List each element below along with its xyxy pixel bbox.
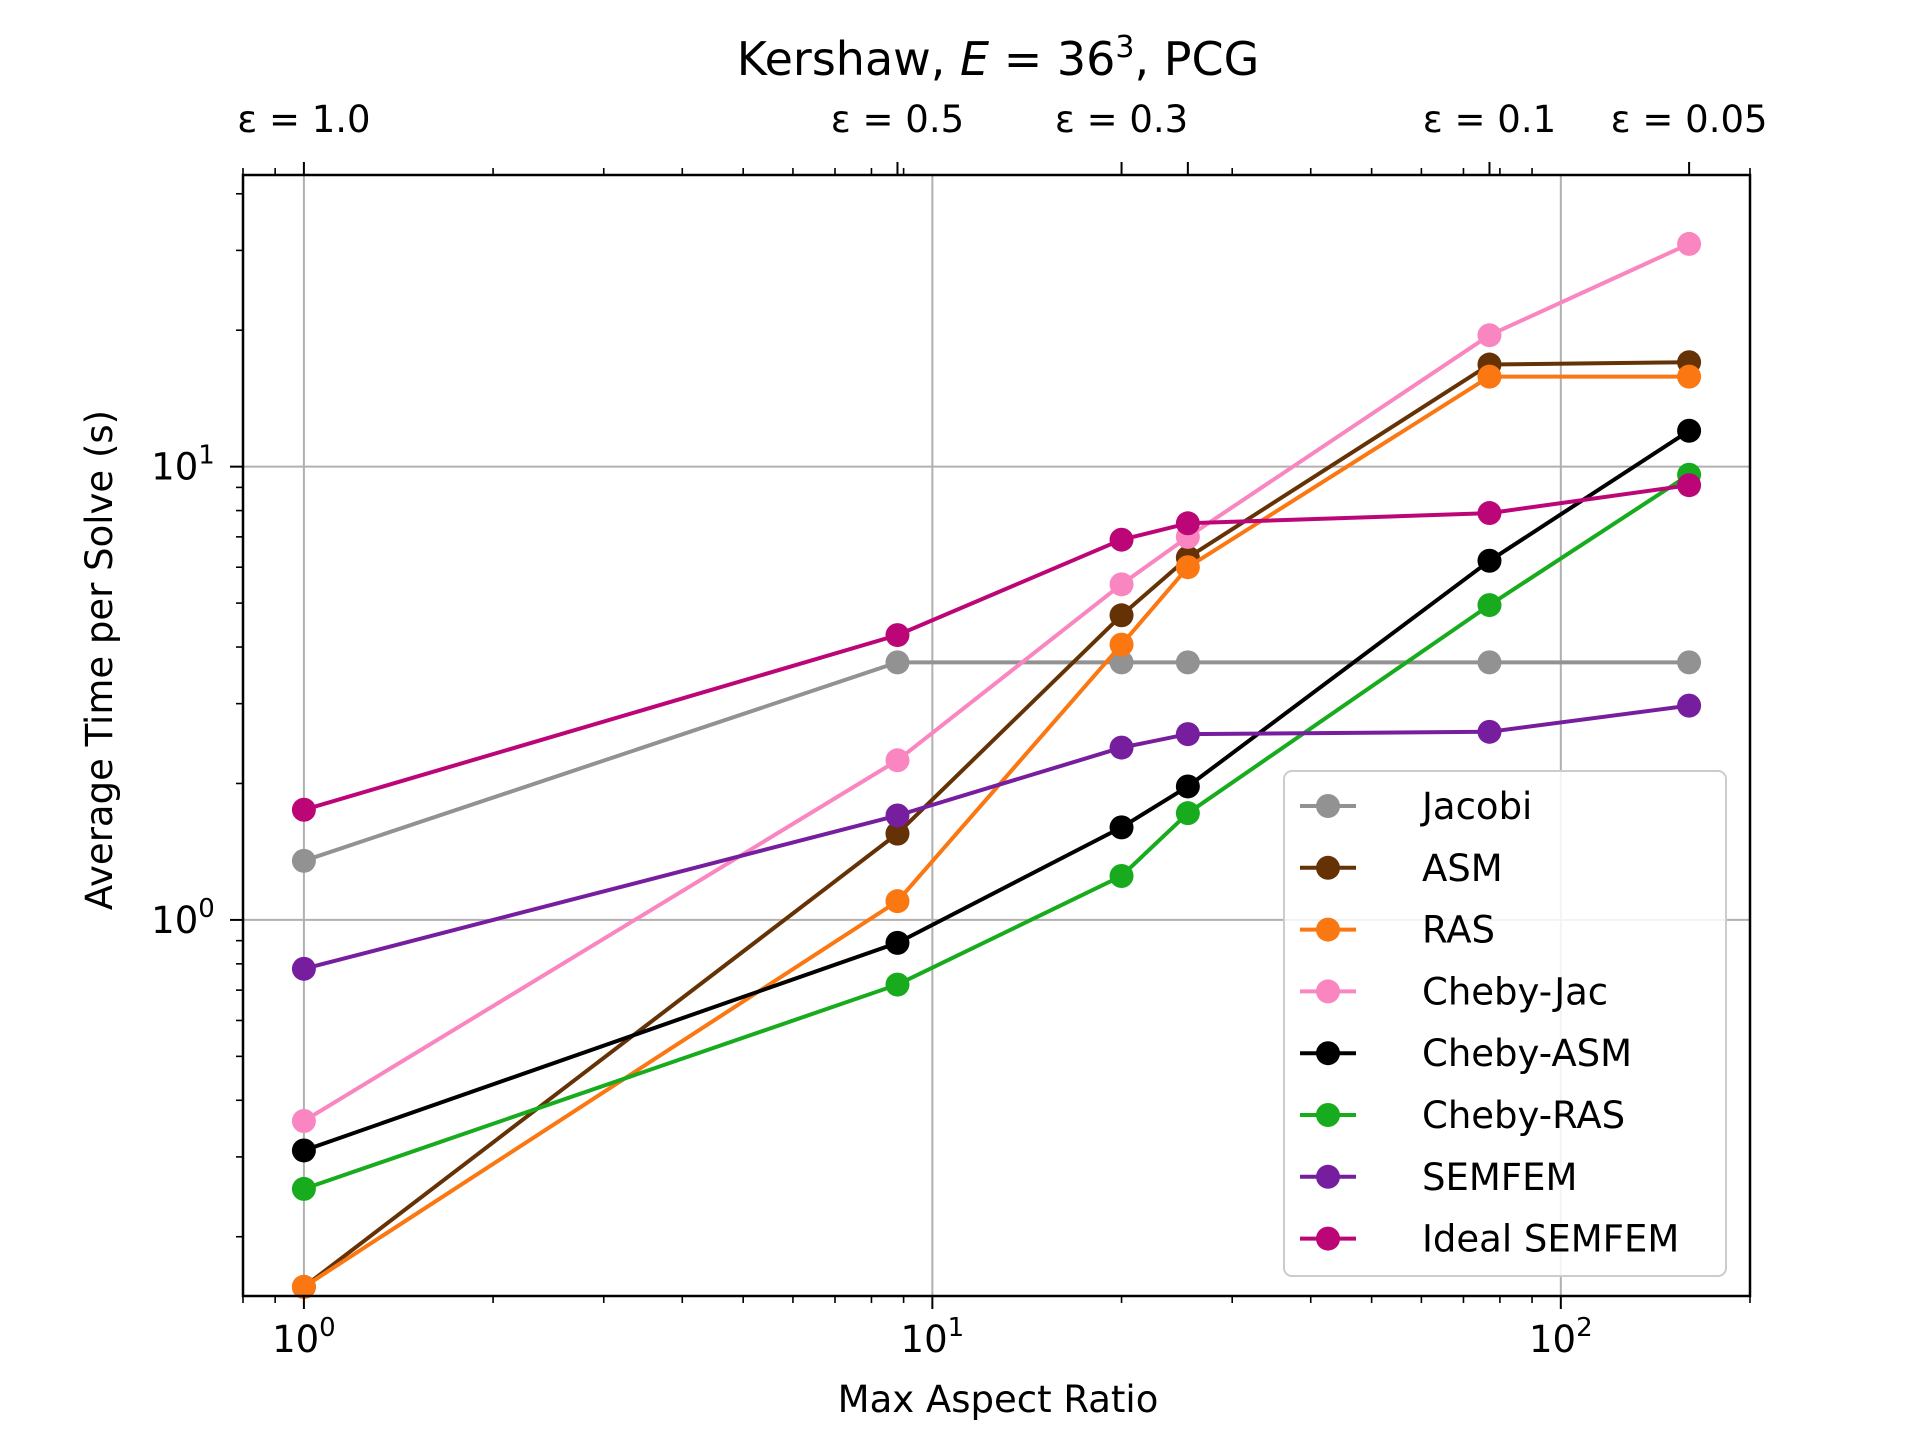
axis-ticks: 100 101 102 100 101 ε = 1.0 ε = 0.5 ε = 0.3 ε = … bbox=[151, 98, 1767, 1361]
legend-label: Cheby-RAS bbox=[1422, 1094, 1625, 1137]
series-line bbox=[303, 429, 1691, 1153]
series-line bbox=[303, 473, 1691, 1191]
legend-item: SEMFEM bbox=[1300, 1156, 1577, 1199]
legend-label: SEMFEM bbox=[1422, 1156, 1577, 1199]
x-tick-label: 102 bbox=[1529, 1313, 1593, 1361]
legend-swatch-marker bbox=[1316, 979, 1340, 1004]
x-tick-label: 101 bbox=[901, 1313, 965, 1361]
data-point bbox=[1477, 650, 1502, 675]
data-point bbox=[1677, 231, 1702, 256]
legend-label: RAS bbox=[1422, 909, 1495, 952]
series-line bbox=[302, 242, 1690, 1123]
legend-label: ASM bbox=[1422, 847, 1503, 890]
data-point bbox=[1175, 555, 1200, 580]
legend: Jacobi ASM RAS Cheby-Jac Cheby-ASM Cheby-RAS S… bbox=[1283, 770, 1727, 1277]
legend-item: Ideal SEMFEM bbox=[1300, 1218, 1679, 1261]
data-point bbox=[1175, 722, 1200, 747]
data-point bbox=[1477, 719, 1502, 744]
data-point bbox=[885, 930, 910, 955]
x-axis-label: Max Aspect Ratio bbox=[838, 1378, 1159, 1421]
legend-label: Cheby-Jac bbox=[1422, 970, 1608, 1013]
top-tick-label: ε = 0.3 bbox=[1055, 98, 1188, 141]
data-point bbox=[1109, 603, 1134, 628]
data-point bbox=[1109, 632, 1134, 657]
series-cheby-asm bbox=[291, 418, 1702, 1163]
series-cheby-ras bbox=[291, 462, 1702, 1201]
data-point bbox=[1477, 323, 1502, 348]
data-point bbox=[885, 748, 910, 773]
data-point bbox=[291, 956, 316, 981]
data-point bbox=[1175, 650, 1200, 675]
series-ras bbox=[291, 364, 1702, 1299]
legend-label: Ideal SEMFEM bbox=[1422, 1218, 1679, 1261]
data-point bbox=[291, 1274, 316, 1299]
series-layer bbox=[291, 231, 1702, 1299]
data-point bbox=[1677, 693, 1702, 718]
legend-swatch-marker bbox=[1316, 1041, 1340, 1066]
legend-item: Cheby-RAS bbox=[1300, 1094, 1625, 1137]
data-point bbox=[1175, 774, 1200, 799]
data-point bbox=[1109, 735, 1134, 760]
series-semfem bbox=[291, 693, 1702, 981]
data-point bbox=[1109, 527, 1134, 552]
data-point bbox=[1677, 650, 1702, 675]
data-point bbox=[1175, 511, 1200, 536]
data-point bbox=[1109, 815, 1134, 840]
data-point bbox=[885, 889, 910, 914]
plot-frame bbox=[241, 173, 1752, 1298]
data-point bbox=[1477, 548, 1502, 573]
legend-swatch-marker bbox=[1316, 794, 1340, 818]
series-line bbox=[302, 360, 1690, 1289]
data-point bbox=[1109, 650, 1134, 675]
data-point bbox=[1477, 593, 1502, 618]
top-tick-label: ε = 0.05 bbox=[1611, 98, 1768, 141]
legend-item: Jacobi bbox=[1300, 785, 1532, 828]
data-point bbox=[291, 797, 316, 822]
legend-item: Cheby-ASM bbox=[1300, 1032, 1632, 1075]
data-point bbox=[1477, 501, 1502, 526]
legend-swatch-marker bbox=[1316, 1103, 1340, 1127]
y-tick-label: 101 bbox=[151, 441, 215, 489]
series-ideal-semfem bbox=[291, 473, 1702, 822]
legend-label: Cheby-ASM bbox=[1422, 1032, 1632, 1075]
legend-item: Cheby-Jac bbox=[1300, 970, 1608, 1013]
series-line bbox=[303, 660, 1690, 863]
legend-swatch-marker bbox=[1316, 917, 1340, 942]
data-point bbox=[885, 972, 910, 997]
top-tick-label: ε = 1.0 bbox=[237, 98, 370, 141]
legend-swatch-marker bbox=[1316, 855, 1340, 880]
data-point bbox=[1109, 863, 1134, 888]
data-point bbox=[1677, 418, 1702, 443]
y-axis-label: Average Time per Solve (s) bbox=[78, 410, 121, 910]
data-point bbox=[1109, 572, 1134, 597]
series-jacobi bbox=[291, 650, 1702, 873]
chart-title: Kershaw, E = 363, PCG bbox=[737, 30, 1260, 86]
legend-item: ASM bbox=[1300, 847, 1503, 890]
top-tick-label: ε = 0.5 bbox=[831, 98, 964, 141]
legend-swatch-marker bbox=[1316, 1164, 1340, 1189]
legend-swatch-marker bbox=[1316, 1226, 1340, 1251]
data-point bbox=[1175, 801, 1200, 826]
top-tick-label: ε = 0.1 bbox=[1423, 98, 1556, 141]
legend-item: RAS bbox=[1300, 909, 1495, 952]
data-point bbox=[1677, 364, 1702, 389]
data-point bbox=[291, 1138, 316, 1163]
series-line bbox=[302, 374, 1690, 1289]
data-point bbox=[291, 1176, 316, 1201]
data-point bbox=[291, 848, 316, 873]
data-point bbox=[1477, 364, 1502, 389]
data-point bbox=[885, 650, 910, 675]
series-line bbox=[303, 483, 1690, 812]
series-line bbox=[303, 703, 1690, 971]
legend-box bbox=[1283, 770, 1727, 1277]
data-point bbox=[1677, 473, 1702, 498]
legend-label: Jacobi bbox=[1420, 785, 1532, 828]
y-tick-label: 100 bbox=[151, 894, 215, 942]
data-point bbox=[291, 1109, 316, 1134]
data-point bbox=[885, 803, 910, 828]
data-point bbox=[885, 623, 910, 648]
data-point bbox=[885, 821, 910, 846]
x-tick-label: 100 bbox=[272, 1313, 336, 1361]
